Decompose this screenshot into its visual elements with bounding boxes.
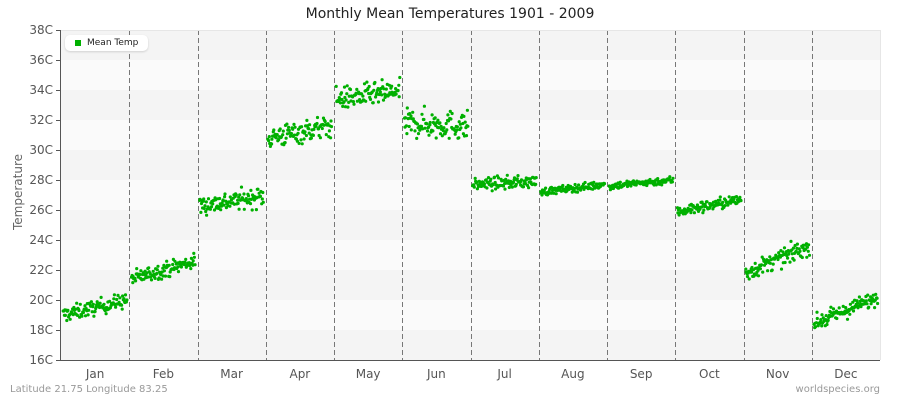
source-link[interactable]: worldspecies.org	[795, 384, 880, 395]
y-axis-ticks: 16C 18C 20C 22C 24C 26C 28C 30C 32C 34C 36C 38C	[29, 23, 61, 367]
x-tick-label: Jun	[426, 367, 446, 381]
axes	[60, 30, 881, 361]
y-tick-label: 32C	[29, 113, 53, 127]
x-axis-ticks: Jan Feb Mar Apr May Jun Jul Aug Sep Oct Nov Dec	[85, 367, 858, 381]
x-tick-label: Oct	[699, 367, 720, 381]
y-tick-label: 34C	[29, 83, 53, 97]
x-tick-label: Mar	[220, 367, 243, 381]
x-tick-label: Feb	[153, 367, 174, 381]
y-tick-label: 24C	[29, 233, 53, 247]
x-tick-label: Jan	[85, 367, 105, 381]
grid-bands	[61, 30, 880, 360]
chart-title: Monthly Mean Temperatures 1901 - 2009	[305, 6, 595, 22]
legend[interactable]: Mean Temp	[65, 35, 149, 51]
x-tick-label: Apr	[289, 367, 310, 381]
y-tick-label: 28C	[29, 173, 53, 187]
y-tick-label: 36C	[29, 53, 53, 67]
x-tick-label: Jul	[496, 367, 511, 381]
y-tick-label: 20C	[29, 293, 53, 307]
legend-label: Mean Temp	[87, 38, 139, 48]
y-tick-label: 18C	[29, 323, 53, 337]
y-tick-label: 26C	[29, 203, 53, 217]
legend-swatch-icon	[75, 40, 81, 46]
y-tick-label: 38C	[29, 23, 53, 37]
y-tick-label: 22C	[29, 263, 53, 277]
x-tick-label: Aug	[561, 367, 584, 381]
x-tick-label: Dec	[834, 367, 857, 381]
x-tick-label: May	[356, 367, 381, 381]
y-tick-label: 30C	[29, 143, 53, 157]
y-tick-label: 16C	[29, 353, 53, 367]
x-tick-label: Nov	[766, 367, 789, 381]
location-text: Latitude 21.75 Longitude 83.25	[10, 384, 168, 395]
month-dividers	[129, 30, 813, 360]
data-points	[61, 75, 880, 330]
x-tick-label: Sep	[630, 367, 653, 381]
